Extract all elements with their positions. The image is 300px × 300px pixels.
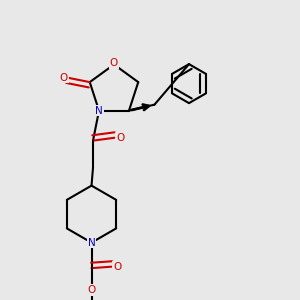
Text: O: O xyxy=(87,285,96,295)
Text: N: N xyxy=(88,238,95,248)
Text: O: O xyxy=(113,262,121,272)
Text: O: O xyxy=(59,73,68,82)
Text: O: O xyxy=(116,133,124,142)
Text: O: O xyxy=(110,58,118,68)
Text: N: N xyxy=(95,106,103,116)
